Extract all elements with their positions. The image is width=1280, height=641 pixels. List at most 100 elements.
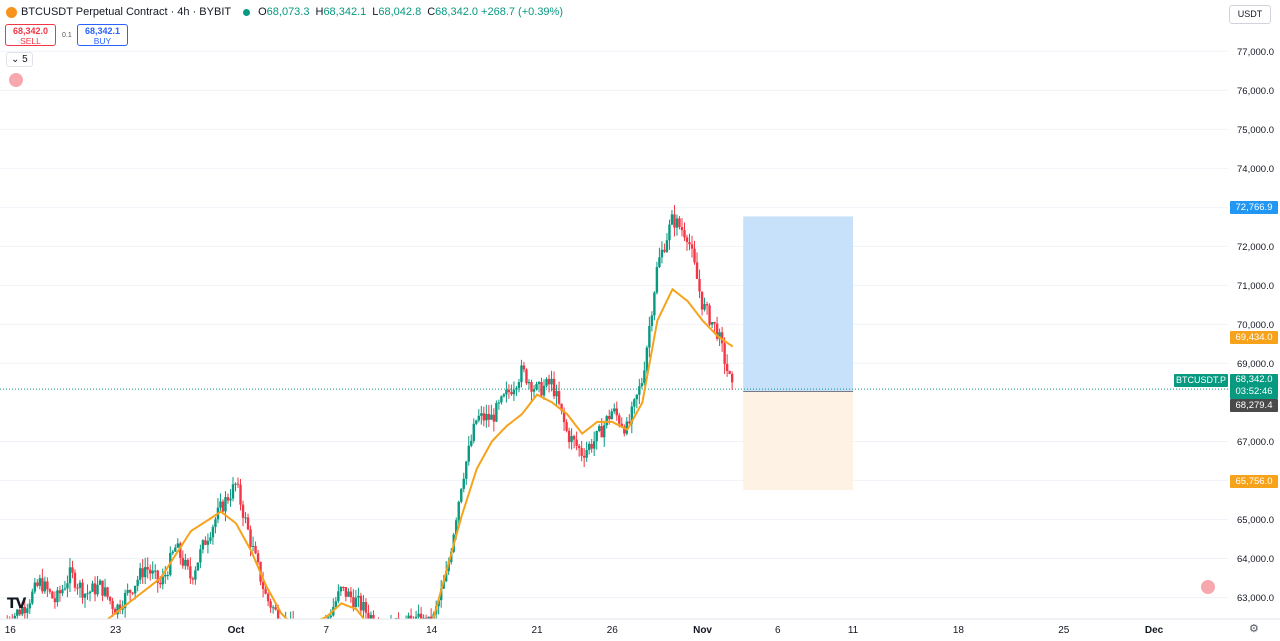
tradingview-logo[interactable]: TV bbox=[7, 596, 26, 612]
time-tick-label: Nov bbox=[693, 625, 712, 636]
candle-body bbox=[668, 224, 671, 241]
candle-body bbox=[582, 455, 586, 458]
candle-body bbox=[329, 615, 333, 618]
candle-body bbox=[660, 249, 664, 258]
candle-body bbox=[128, 590, 132, 593]
candle-body bbox=[633, 399, 636, 407]
candle-body bbox=[194, 570, 197, 580]
candle-body bbox=[98, 580, 102, 585]
buy-price: 68,342.1 bbox=[84, 26, 121, 36]
candle-body bbox=[492, 414, 496, 422]
candle-body bbox=[41, 578, 44, 592]
candle-body bbox=[723, 343, 726, 364]
candle-body bbox=[653, 292, 656, 316]
candle-body bbox=[362, 602, 365, 611]
candle-body bbox=[221, 501, 225, 512]
last-price: 68,342.0 bbox=[1235, 374, 1273, 385]
candle-body bbox=[26, 608, 29, 614]
candle-body bbox=[663, 249, 666, 252]
candle-body bbox=[525, 369, 528, 384]
currency-selector[interactable]: USDT bbox=[1229, 5, 1271, 24]
candle-body bbox=[620, 423, 623, 427]
candle-body bbox=[244, 517, 247, 519]
candle-body bbox=[118, 604, 122, 610]
candle-body bbox=[515, 387, 518, 390]
buy-button[interactable]: 68,342.1 BUY bbox=[77, 24, 128, 46]
candle-body bbox=[557, 391, 561, 404]
spread-value: 0.1 bbox=[62, 32, 72, 39]
candle-body bbox=[457, 501, 460, 521]
candle-body bbox=[101, 580, 104, 596]
candle-body bbox=[497, 402, 501, 404]
sell-button[interactable]: 68,342.0 SELL bbox=[5, 24, 56, 46]
candle-body bbox=[685, 237, 689, 243]
candle-body bbox=[698, 278, 701, 292]
gear-icon[interactable]: ⚙ bbox=[1249, 623, 1259, 635]
candle-body bbox=[598, 426, 601, 431]
price-axis-bg bbox=[1229, 0, 1280, 641]
candle-body bbox=[146, 567, 149, 570]
candle-body bbox=[229, 498, 232, 501]
alert-marker-icon[interactable] bbox=[1201, 580, 1215, 594]
candle-body bbox=[437, 600, 440, 607]
candle-body bbox=[643, 370, 646, 384]
candle-body bbox=[196, 562, 200, 571]
candle-body bbox=[555, 391, 558, 397]
candle-body bbox=[354, 597, 358, 607]
candle-body bbox=[505, 389, 508, 395]
candle-body bbox=[266, 593, 270, 602]
candle-body bbox=[600, 426, 603, 438]
candle-body bbox=[628, 421, 631, 424]
candle-body bbox=[68, 567, 72, 584]
indicators-toggle[interactable]: ⌄ 5 bbox=[6, 52, 33, 67]
candle-body bbox=[171, 551, 174, 554]
buy-label: BUY bbox=[93, 36, 112, 46]
candle-body bbox=[327, 617, 330, 619]
candle-body bbox=[239, 484, 242, 505]
candle-body bbox=[219, 501, 222, 508]
candle-body bbox=[613, 408, 616, 412]
candle-body bbox=[164, 575, 167, 577]
candle-body bbox=[670, 214, 674, 225]
candle-body bbox=[623, 426, 626, 434]
candle-body bbox=[108, 596, 112, 601]
candle-body bbox=[502, 394, 506, 397]
candle-body bbox=[575, 439, 578, 446]
symbol-title[interactable]: BTCUSDT Perpetual Contract · 4h · BYBIT bbox=[21, 6, 232, 18]
candle-body bbox=[680, 227, 684, 231]
candle-body bbox=[31, 591, 34, 604]
candle-body bbox=[209, 537, 212, 541]
price-tick-label: 65,000.0 bbox=[1237, 515, 1274, 526]
candle-body bbox=[56, 590, 59, 603]
long-position-tool[interactable] bbox=[0, 216, 1228, 490]
candle-body bbox=[495, 403, 498, 422]
target-price-label: 72,766.9 bbox=[1230, 201, 1278, 214]
bar-countdown: 03:52:46 bbox=[1235, 386, 1273, 397]
candle-body bbox=[256, 553, 260, 563]
candle-body bbox=[224, 497, 227, 512]
candle-body bbox=[149, 569, 152, 574]
candle-body bbox=[81, 582, 84, 598]
price-axis[interactable]: 77,000.076,000.075,000.074,000.073,000.0… bbox=[1229, 0, 1280, 641]
time-axis[interactable]: 16 23 Oct 7 14 21 26 Nov 6 11 18 25 Dec bbox=[0, 618, 1280, 641]
candle-body bbox=[73, 572, 77, 588]
bitcoin-icon bbox=[6, 6, 17, 18]
candle-body bbox=[705, 304, 709, 306]
candle-body bbox=[439, 588, 443, 601]
candle-body bbox=[480, 413, 483, 416]
sell-label: SELL bbox=[20, 36, 41, 46]
candle-body bbox=[482, 413, 486, 421]
time-tick-label: 14 bbox=[426, 625, 438, 636]
candle-body bbox=[241, 504, 245, 518]
candle-body bbox=[28, 603, 32, 609]
candle-body bbox=[141, 568, 144, 578]
time-tick-label: Dec bbox=[1145, 625, 1164, 636]
candle-body bbox=[472, 423, 475, 441]
candle-body bbox=[462, 478, 465, 489]
candle-body bbox=[88, 591, 92, 594]
price-tick-label: 77,000.0 bbox=[1237, 47, 1274, 58]
horizontal-grid bbox=[0, 50, 1228, 598]
alert-marker-icon[interactable] bbox=[9, 73, 23, 87]
candle-body bbox=[610, 411, 613, 420]
